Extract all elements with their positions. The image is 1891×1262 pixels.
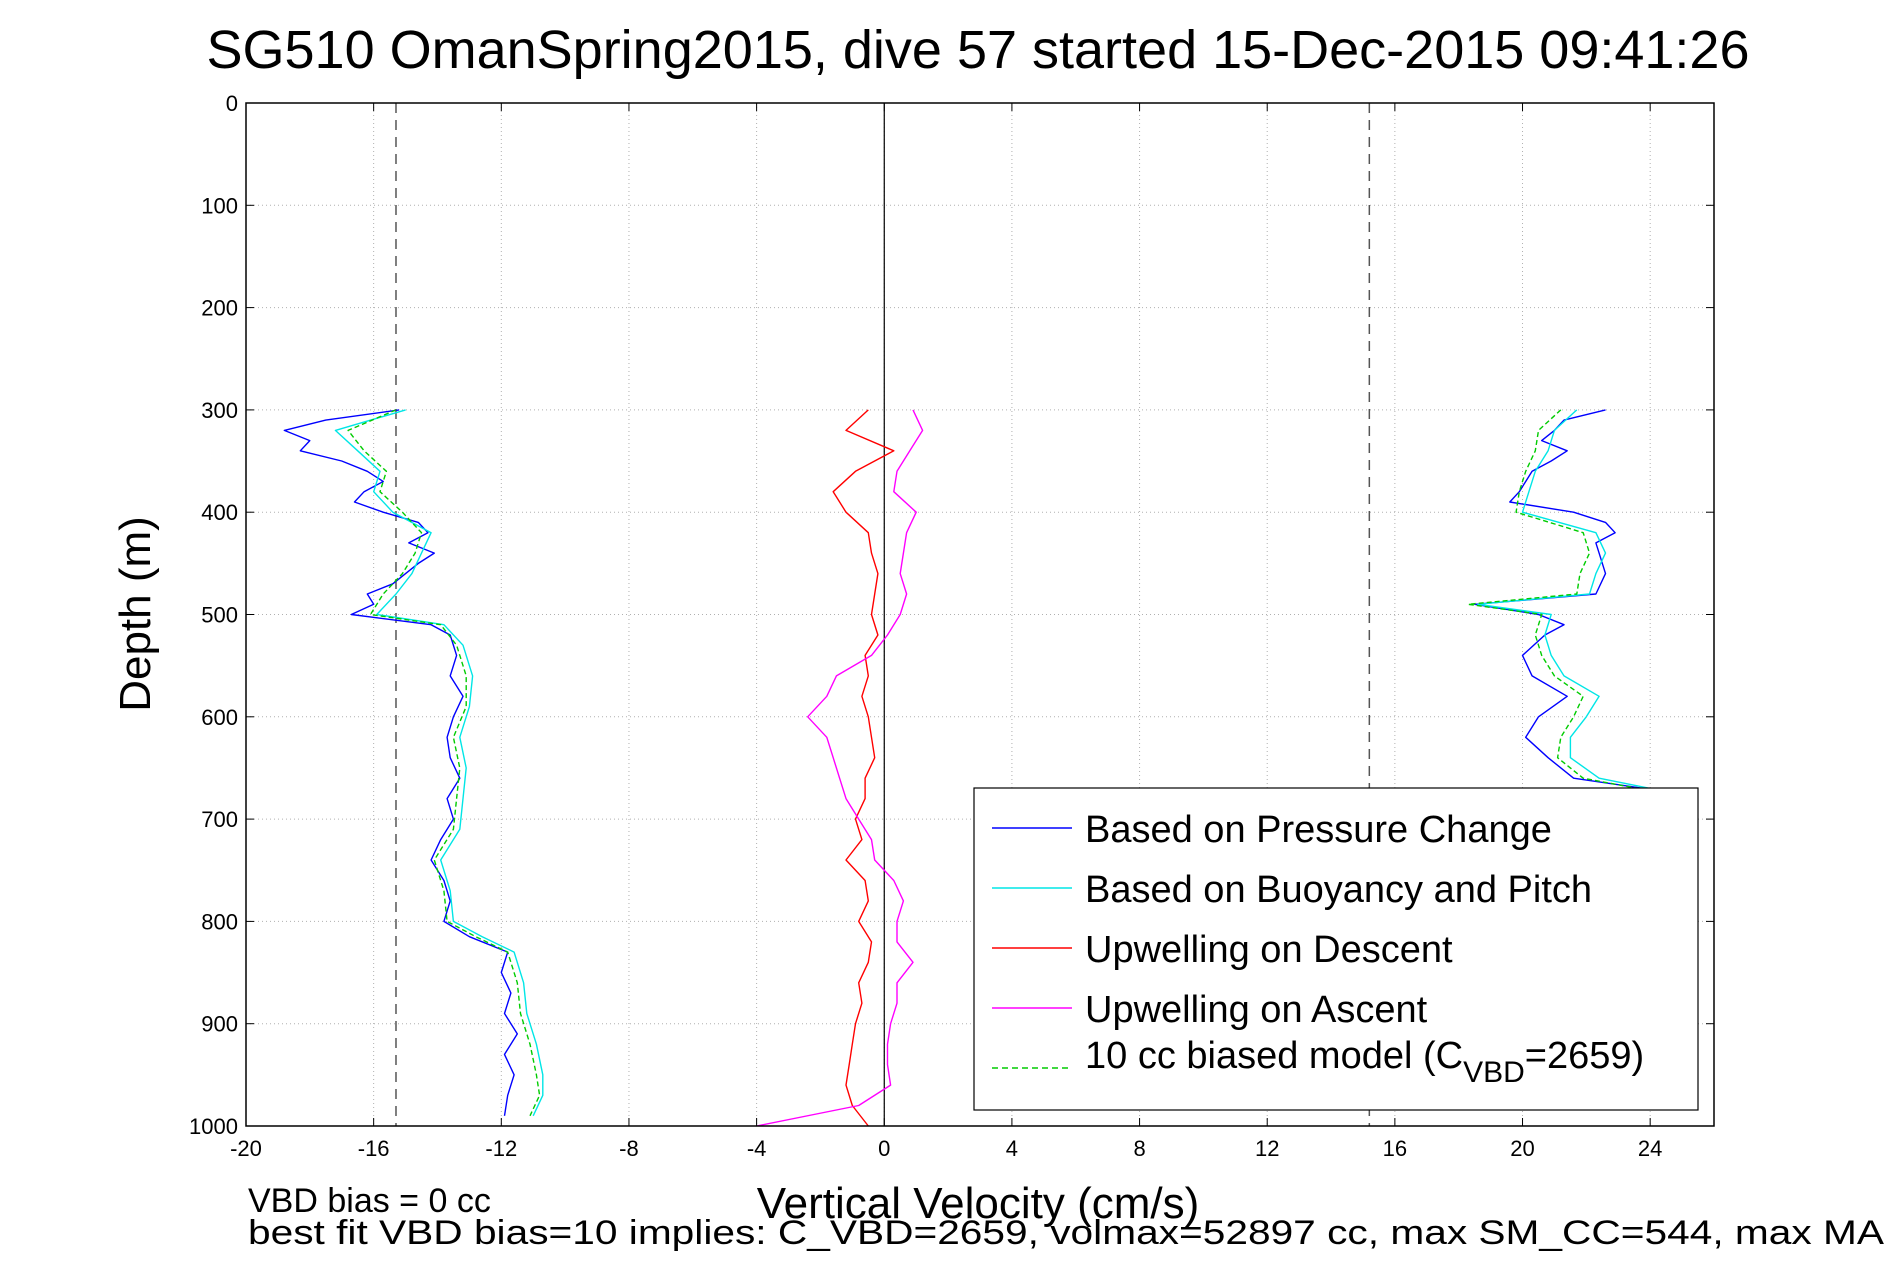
- series-group: [283, 409, 1651, 1127]
- y-tick-label: 100: [201, 193, 238, 218]
- y-tick-label: 900: [201, 1012, 238, 1037]
- y-tick-label: 200: [201, 296, 238, 321]
- x-tick-label: 8: [1133, 1136, 1145, 1161]
- legend-label-model-sub: VBD: [1463, 1056, 1525, 1089]
- x-tick-label: -12: [485, 1136, 517, 1161]
- y-axis-label: Depth (m): [111, 516, 160, 712]
- legend: Based on Pressure Change Based on Buoyan…: [973, 787, 1699, 1111]
- legend-label-pressure: Based on Pressure Change: [1085, 809, 1552, 851]
- y-tick-label: 600: [201, 705, 238, 730]
- x-tick-label: 0: [878, 1136, 890, 1161]
- x-tick-label: -8: [619, 1136, 639, 1161]
- y-tick-label: 700: [201, 807, 238, 832]
- x-tick-label: 16: [1383, 1136, 1407, 1161]
- series-line-based-on-buoyancy-and-pitch: [1477, 409, 1651, 790]
- series-line-10-cc-biased-model-c-vbd-2659: [1467, 409, 1638, 790]
- legend-label-descent: Upwelling on Descent: [1085, 929, 1453, 971]
- annotation-vbd-bias: VBD bias = 0 cc: [248, 1182, 491, 1220]
- legend-label-model-tail: =2659): [1525, 1035, 1644, 1077]
- y-tick-group: 0 100 200 300 400 500 600 700 800 900 1000: [189, 91, 1714, 1139]
- x-tick-label: -4: [747, 1136, 767, 1161]
- series-line-based-on-pressure-change: [283, 409, 518, 1116]
- y-tick-label: 1000: [189, 1114, 238, 1139]
- series-line-upwelling-on-ascent: [756, 409, 924, 1127]
- x-tick-label: 12: [1255, 1136, 1279, 1161]
- annotation-best-fit: best fit VBD bias=10 implies: C_VBD=2659…: [248, 1214, 1884, 1252]
- chart-title: SG510 OmanSpring2015, dive 57 started 15…: [206, 20, 1749, 80]
- x-tick-label: 20: [1510, 1136, 1534, 1161]
- legend-label-model-main: 10 cc biased model (C: [1085, 1035, 1463, 1077]
- series-line-based-on-pressure-change: [1473, 409, 1644, 790]
- series-line-10-cc-biased-model-c-vbd-2659: [347, 409, 541, 1117]
- series-line-based-on-buoyancy-and-pitch: [334, 409, 544, 1117]
- y-tick-label: 800: [201, 909, 238, 934]
- y-tick-label: 500: [201, 603, 238, 628]
- x-tick-label: -16: [358, 1136, 390, 1161]
- y-tick-label: 400: [201, 500, 238, 525]
- x-tick-label: -20: [230, 1136, 262, 1161]
- x-tick-group: -20 -16 -12 -8 -4 0 4 8 12 16 20 24: [230, 103, 1662, 1161]
- x-axis-label: Vertical Velocity (cm/s): [757, 1179, 1200, 1228]
- legend-label-model: 10 cc biased model (CVBD=2659): [1085, 1035, 1644, 1089]
- legend-label-ascent: Upwelling on Ascent: [1085, 989, 1428, 1031]
- series-line-upwelling-on-descent: [832, 409, 895, 1127]
- y-tick-label: 0: [226, 91, 238, 116]
- x-tick-label: 4: [1006, 1136, 1018, 1161]
- x-tick-label: 24: [1638, 1136, 1662, 1161]
- legend-label-buoyancy: Based on Buoyancy and Pitch: [1085, 869, 1592, 911]
- y-tick-label: 300: [201, 398, 238, 423]
- legend-box: [973, 787, 1699, 1111]
